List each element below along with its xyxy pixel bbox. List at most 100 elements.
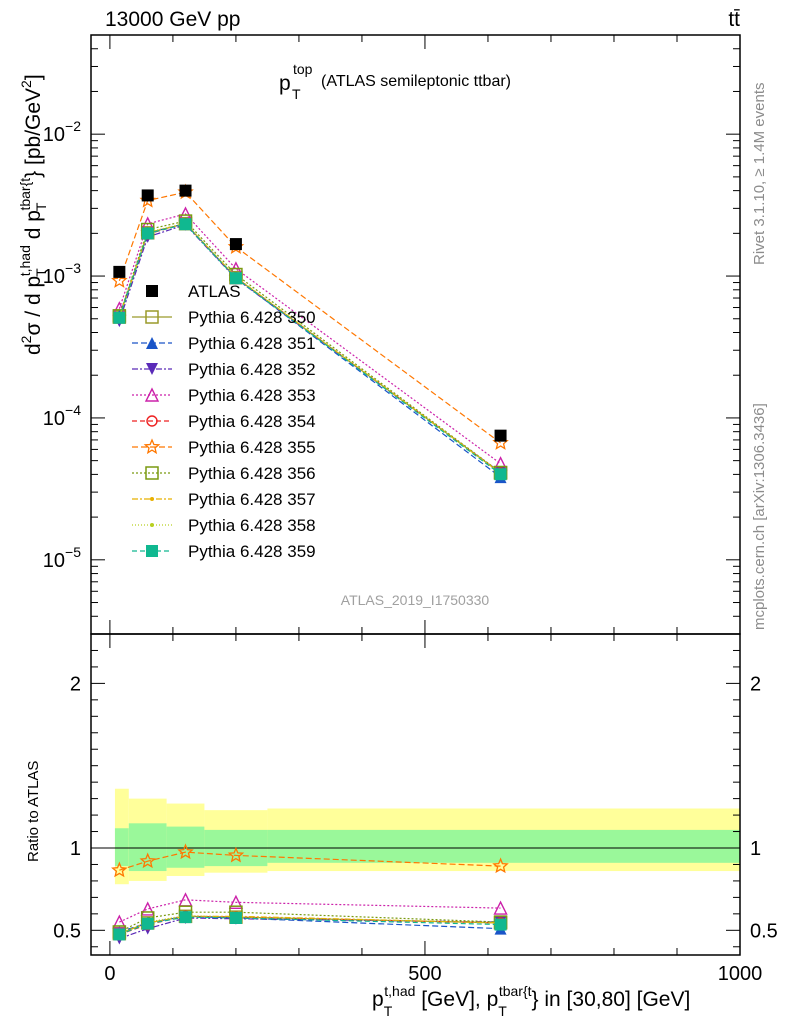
legend-entry: Pythia 6.428 359 [132,542,316,561]
data-point [150,497,154,501]
legend-label: Pythia 6.428 350 [188,308,316,327]
data-point [179,911,192,924]
legend-entry: Pythia 6.428 358 [132,516,316,535]
legend-label: Pythia 6.428 356 [188,464,316,483]
data-point [179,218,192,231]
svg-text:pTt,had [GeV], pTtbar{t} in [3: pTt,had [GeV], pTtbar{t} in [30,80] [GeV… [372,983,690,1019]
ratio-tick-label-left: 1 [70,838,81,860]
legend-label: Pythia 6.428 358 [188,516,316,535]
data-point [177,843,194,860]
reference-point [113,265,126,278]
legend-label: Pythia 6.428 352 [188,360,316,379]
title-main: p [279,72,291,95]
legend-entry: Pythia 6.428 353 [132,386,316,405]
data-point [146,545,158,557]
x-tick-label: 500 [408,963,441,985]
process-label: tt̄ [728,8,740,31]
stat-uncertainty-band [166,826,205,868]
reference-series [113,184,507,442]
data-point [141,227,154,240]
data-point [150,523,154,527]
series-line-ratio [119,851,501,871]
legend-marker [146,285,158,297]
ratio-y-axis-label: Ratio to ATLAS [25,761,42,862]
beam-label: 13000 GeV pp [105,8,240,31]
legend-label: ATLAS [188,282,241,301]
data-point [493,900,508,915]
reference-point [141,189,154,202]
legend-entry: Pythia 6.428 356 [132,464,316,483]
mcplots-label: mcplots.cern.ch [arXiv:1306.3436] [751,403,768,630]
reference-point [229,238,242,251]
svg-text:d2σ / d pTt,had d pTtbar{t} [p: d2σ / d pTt,had d pTtbar{t} [pb/GeV2] [17,74,49,355]
data-point [143,438,161,455]
data-point [494,918,507,931]
data-point [140,901,155,916]
title-rest: (ATLAS semileptonic ttbar) [321,73,511,90]
legend-entry-reference: ATLAS [146,282,241,301]
series-layer [111,183,509,945]
stat-uncertainty-band [114,828,129,867]
series-line-main [118,213,501,465]
title-subscript: T [292,86,301,102]
analysis-label: ATLAS_2019_I1750330 [341,592,490,608]
axis-ticks: 0 500 1000 10−2 10−3 10−4 10−5 0.5 0.5 1 1 2 2 [43,34,778,985]
rivet-version-label: Rivet 3.1.10, ≥ 1.4M events [751,83,768,266]
legend-label: Pythia 6.428 357 [188,490,316,509]
main-y-axis-label: d2σ / d pTt,had d pTtbar{t} [pb/GeV2] [17,74,49,355]
legend-label: Pythia 6.428 351 [188,334,316,353]
data-point [492,857,509,874]
reference-point [494,429,507,442]
data-point [228,894,244,910]
data-point [112,914,127,929]
series-line-ratio [119,899,501,923]
legend-entry: Pythia 6.428 357 [132,490,316,509]
series-line-main [118,223,501,475]
y-tick-label: 10−3 [43,260,81,288]
ratio-tick-label-left: 2 [70,673,81,695]
series-9 [113,218,507,941]
legend-label: Pythia 6.428 354 [188,412,316,431]
ratio-tick-label-right: 0.5 [750,920,778,942]
data-point [111,861,128,878]
legend-entry: Pythia 6.428 354 [132,412,316,431]
ratio-uncertainty-bands [91,788,740,885]
data-point [146,415,158,427]
x-tick-label: 1000 [718,963,763,985]
data-point [494,468,507,481]
data-point [111,272,128,288]
series-line-main [118,222,501,474]
reference-point [179,184,192,197]
ratio-tick-label-right: 2 [750,673,761,695]
legend-entry: Pythia 6.428 350 [132,308,316,327]
legend-label: Pythia 6.428 355 [188,438,316,457]
ratio-tick-label-right: 1 [750,838,761,860]
data-point [139,852,157,869]
series-line-ratio [119,914,501,935]
plot-title: p top T (ATLAS semileptonic ttbar) [279,61,511,102]
data-point [229,911,242,924]
legend-entry: Pythia 6.428 355 [132,438,316,457]
legend-entry: Pythia 6.428 351 [132,334,316,353]
data-point [146,363,158,375]
legend: ATLAS Pythia 6.428 350 Pythia 6.428 351 Pyt… [132,282,316,561]
data-point [113,928,126,941]
data-point [141,917,154,930]
data-point [227,846,245,863]
y-tick-label: 10−2 [43,118,81,146]
legend-label: Pythia 6.428 359 [188,542,316,561]
x-axis-label: pTt,had [GeV], pTtbar{t} in [30,80] [GeV… [372,983,690,1019]
panel-frames [90,34,741,956]
y-tick-label: 10−5 [43,544,81,572]
stat-uncertainty-band [267,829,740,863]
data-point [144,387,160,402]
data-point [229,272,242,285]
data-point [145,466,159,480]
series-line-main [118,191,501,444]
title-superscript: top [293,61,313,77]
y-tick-label: 10−4 [43,402,81,430]
x-tick-label: 0 [104,963,115,985]
data-point [113,311,126,324]
data-point [146,337,158,349]
